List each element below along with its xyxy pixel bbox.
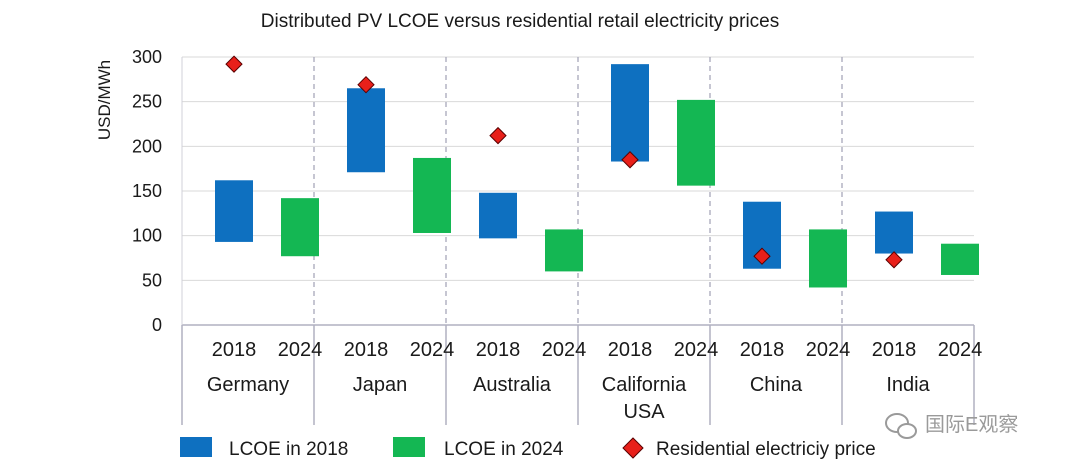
y-tick-label: 250: [132, 92, 162, 112]
watermark: 国际E观察: [885, 413, 1018, 439]
y-tick-label: 150: [132, 181, 162, 201]
legend-label-lcoe-2024: LCOE in 2024: [444, 439, 564, 460]
x-subcategory-label: 2024: [542, 339, 587, 361]
y-axis-label: USD/MWh: [95, 60, 114, 140]
bar-lcoe-2018: [611, 64, 649, 162]
price-marker: [621, 151, 639, 169]
chart-title: Distributed PV LCOE versus residential r…: [261, 11, 779, 32]
x-category-label: Australia: [473, 374, 552, 396]
price-marker: [753, 247, 771, 265]
legend-label-lcoe-2018: LCOE in 2018: [229, 439, 348, 460]
bars: [215, 64, 979, 288]
legend: LCOE in 2018 LCOE in 2024 Residential elec…: [180, 437, 876, 460]
y-tick-label: 100: [132, 226, 162, 246]
bar-lcoe-2018: [479, 192, 517, 239]
x-subcategory-label: 2018: [608, 339, 653, 361]
y-axis-ticks: 0 50 100 150 200 250 300: [132, 47, 162, 335]
x-subcategory-label: 2024: [278, 339, 323, 361]
x-category-label: USA: [623, 401, 665, 423]
x-subcategory-label: 2018: [344, 339, 389, 361]
x-category-label: California: [602, 374, 687, 396]
legend-label-price: Residential electriciy price: [656, 439, 876, 460]
bar-lcoe-2024: [941, 243, 979, 275]
bar-lcoe-2018: [215, 180, 253, 242]
price-marker: [225, 55, 243, 73]
bar-lcoe-2018: [875, 211, 913, 254]
bar-lcoe-2024: [281, 198, 319, 257]
x-category-label: Germany: [207, 374, 289, 396]
x-category-label: China: [750, 374, 803, 396]
x-category-label: India: [886, 374, 930, 396]
x-subcategory-label: 2018: [476, 339, 521, 361]
x-subcategory-label: 2018: [212, 339, 257, 361]
bar-lcoe-2024: [677, 99, 715, 186]
x-category-label: Japan: [353, 374, 408, 396]
x-subcategory-label: 2024: [806, 339, 851, 361]
y-tick-label: 50: [142, 270, 162, 290]
wechat-icon: [885, 413, 917, 439]
legend-swatch-price: [622, 437, 644, 459]
bar-lcoe-2018: [347, 88, 385, 173]
x-subcategory-label: 2024: [674, 339, 719, 361]
legend-swatch-lcoe-2018: [180, 437, 212, 457]
bar-lcoe-2024: [809, 229, 847, 288]
y-tick-label: 200: [132, 136, 162, 156]
bar-lcoe-2024: [413, 157, 451, 233]
price-marker: [885, 251, 903, 269]
price-marker: [489, 126, 507, 145]
x-subcategory-label: 2018: [872, 339, 917, 361]
bar-lcoe-2024: [545, 229, 583, 272]
legend-swatch-lcoe-2024: [393, 437, 425, 457]
price-markers: [225, 55, 903, 269]
x-subcategory-label: 2024: [938, 339, 983, 361]
x-subcategory-label: 2024: [410, 339, 455, 361]
watermark-text: 国际E观察: [925, 413, 1018, 436]
price-marker: [357, 75, 375, 94]
x-subcategory-label: 2018: [740, 339, 785, 361]
y-tick-label: 300: [132, 47, 162, 67]
y-tick-label: 0: [152, 315, 162, 335]
